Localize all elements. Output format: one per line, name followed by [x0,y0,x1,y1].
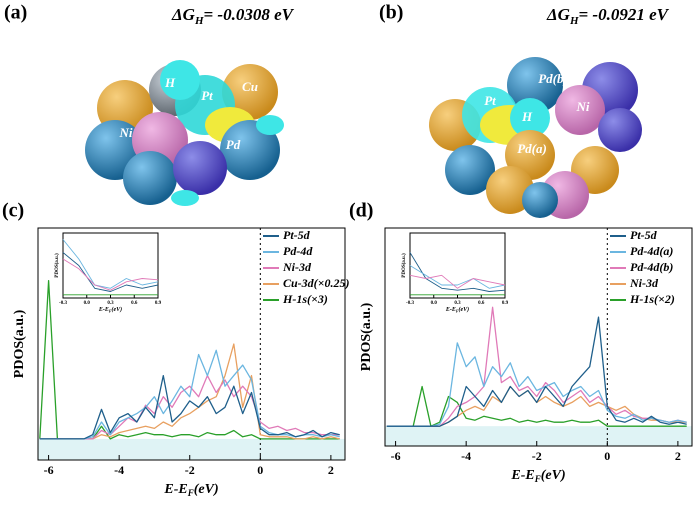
x-tick-label: -4 [461,449,471,463]
atom-label: Cu [242,79,258,94]
series-line [62,252,159,292]
series-line [409,265,506,289]
x-tick-label: 2 [675,449,681,463]
atom-label: H [164,75,176,90]
series-line [386,306,687,427]
x-tick-label: 0 [257,463,263,477]
inset-frame [409,232,506,299]
x-tick-label: 2 [328,463,334,477]
x-axis-label: E-EF(eV) [510,468,565,484]
panel-label: (b) [379,2,403,24]
legend-label: Cu-3d(×0.25) [283,276,350,290]
inset-x-tick-label: 0.6 [131,301,138,306]
x-label-main: E-E [163,482,187,497]
x-tick-label: -6 [44,463,54,477]
delta-g-main: ΔG [546,5,571,24]
inset-x-label-sub: F [456,308,459,313]
x-label-sub: F [534,474,541,484]
x-tick-label: -2 [532,449,542,463]
legend-label: Pt-5d [283,228,311,242]
x-label-sub: F [187,488,194,498]
series-line [386,342,687,427]
x-tick-label: -4 [114,463,124,477]
x-axis-label: E-EF(eV) [163,482,218,498]
molecule-a [85,60,284,206]
legend-label: Ni-3d [282,260,312,274]
molecule-b [429,57,642,219]
atom-label: Ni [576,99,590,114]
inset-x-tick-label: 0.3 [107,301,114,306]
atom-label: Pt [201,88,213,103]
delta-g-sub: H [569,15,579,27]
panel-label: (d) [349,200,373,222]
plot-frame [37,227,346,461]
inset-x-tick-label: 0.3 [454,301,461,306]
x-tick-label: -2 [185,463,195,477]
inset-x-label-main: E-E [445,307,456,313]
delta-g: ΔGH= -0.0921 eV [546,5,670,27]
y-axis-label: PDOS(a.u.) [12,309,27,378]
series-line [409,274,506,289]
inset-x-tick-label: -0.3 [59,301,67,306]
series-line [386,385,687,427]
atom-label: H [521,109,533,124]
legend-label: H-1s(×3) [282,292,328,306]
baseline-fill [38,438,345,460]
atom-label: Pd [226,137,241,152]
delta-g-sub: H [194,15,204,27]
inset-x-label-unit: (eV) [459,306,470,313]
legend-label: Pd-4d(b) [630,260,673,274]
baseline-fill [385,426,692,446]
series-line [39,374,340,440]
atom-label: Ni [119,125,133,140]
series-line [62,239,159,289]
x-tick-label: -6 [391,449,401,463]
x-label-unit: (eV) [541,468,566,483]
series-line [62,258,159,291]
inset-x-tick-label: 0.0 [431,301,438,306]
atom-label: Pd(a) [517,141,547,156]
legend-label: Ni-3d [629,276,659,290]
inset-x-tick-label: 0.9 [502,301,509,306]
delta-g-main: ΔG [171,5,196,24]
y-axis-label: PDOS(a.u.) [359,302,374,371]
inset-x-tick-label: -0.3 [406,301,414,306]
panel-label: (c) [2,200,24,222]
legend-label: Pt-5d [630,228,658,242]
atom-label: Pd(b) [538,71,568,86]
inset-x-label-sub: F [109,308,112,313]
inset-x-label-main: E-E [98,307,109,313]
panel-label: (a) [4,2,27,24]
series-line [39,374,340,440]
series-line [39,343,340,440]
inset-x-tick-label: 0.6 [478,301,485,306]
atom-label: Pt [484,93,496,108]
series-line [39,349,340,440]
legend-label: Pd-4d(a) [630,244,673,258]
legend-label: H-1s(×2) [629,292,675,306]
inset-x-label: E-EF(eV) [98,306,122,313]
plot-frame [384,227,693,447]
x-label-main: E-E [510,468,534,483]
inset-y-label: PDOS(a.u.) [402,253,407,278]
x-tick-label: 0 [604,449,610,463]
series-line [386,316,687,427]
delta-g-value: = -0.0921 eV [579,5,670,24]
inset-x-tick-label: 0.9 [155,301,162,306]
inset-x-label: E-EF(eV) [445,306,469,313]
x-label-unit: (eV) [194,482,219,497]
inset-x-tick-label: 0.0 [84,301,91,306]
delta-g: ΔGH= -0.0308 eV [171,5,295,27]
delta-g-value: = -0.0308 eV [204,5,295,24]
legend-label: Pd-4d [283,244,313,258]
inset-x-label-unit: (eV) [112,306,123,313]
inset-y-label: PDOS(a.u.) [55,253,60,278]
